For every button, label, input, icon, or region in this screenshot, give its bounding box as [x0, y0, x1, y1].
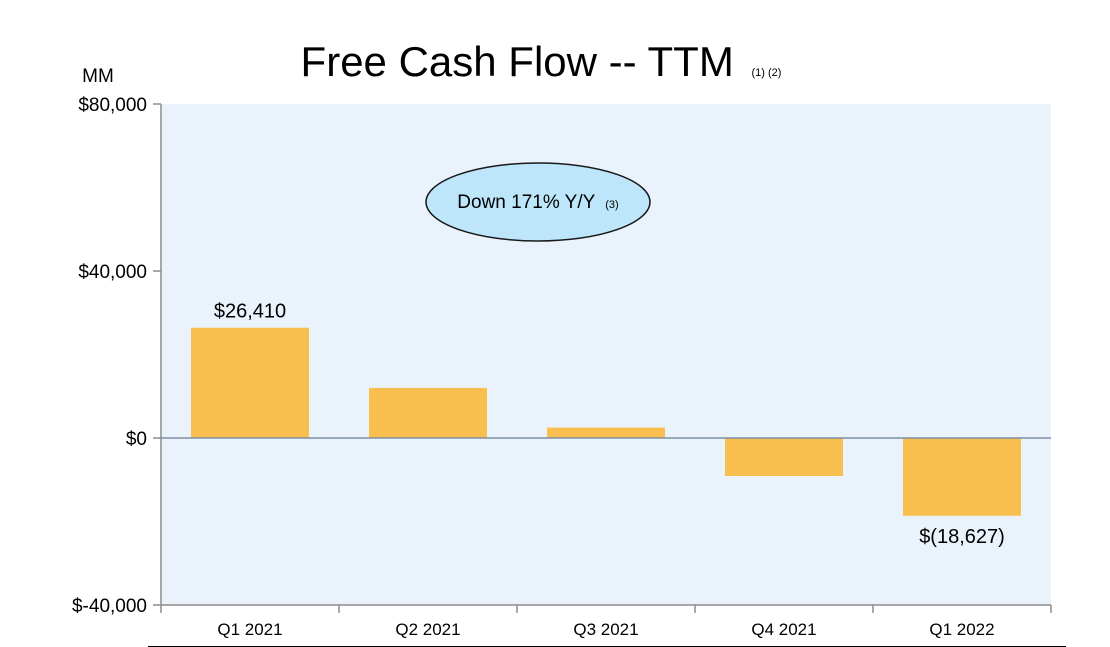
- y-tick-label: $80,000: [78, 95, 147, 116]
- callout-note: (3): [605, 199, 618, 211]
- bar-q3-2021: [547, 427, 665, 438]
- chart-title-main: Free Cash Flow -- TTM: [301, 38, 734, 85]
- bar-q4-2021: [725, 438, 843, 476]
- chart-title-note: (1) (2): [752, 67, 782, 79]
- data-labels: $26,410 $(18,627): [214, 301, 1005, 548]
- y-tick-label: $0: [126, 429, 147, 450]
- bar-q2-2021: [369, 387, 487, 438]
- y-tick-label: $-40,000: [72, 596, 147, 617]
- bar-q1-2022: [903, 438, 1021, 516]
- data-label: $26,410: [214, 301, 286, 323]
- y-tick-label: $40,000: [78, 262, 147, 283]
- x-tick-label: Q1 2022: [929, 620, 994, 639]
- chart-title: Free Cash Flow -- TTM (1) (2): [301, 38, 782, 85]
- x-axis-ticks: Q1 2021 Q2 2021 Q3 2021 Q4 2021 Q1 2022: [160, 605, 1052, 639]
- data-label: $(18,627): [919, 526, 1005, 548]
- x-tick-label: Q4 2021: [751, 620, 816, 639]
- callout-text: Down 171% Y/Y (3): [457, 192, 618, 213]
- y-axis-ticks: $80,000 $40,000 $0 $-40,000: [72, 95, 161, 617]
- x-tick-label: Q2 2021: [395, 620, 460, 639]
- x-tick-label: Q3 2021: [573, 620, 638, 639]
- callout-ellipse: [425, 162, 651, 242]
- callout-main: Down 171% Y/Y: [457, 192, 595, 213]
- unit-label: MM: [82, 66, 114, 87]
- bar-q1-2021: [191, 327, 309, 438]
- bars: [191, 327, 1021, 516]
- x-tick-label: Q1 2021: [217, 620, 282, 639]
